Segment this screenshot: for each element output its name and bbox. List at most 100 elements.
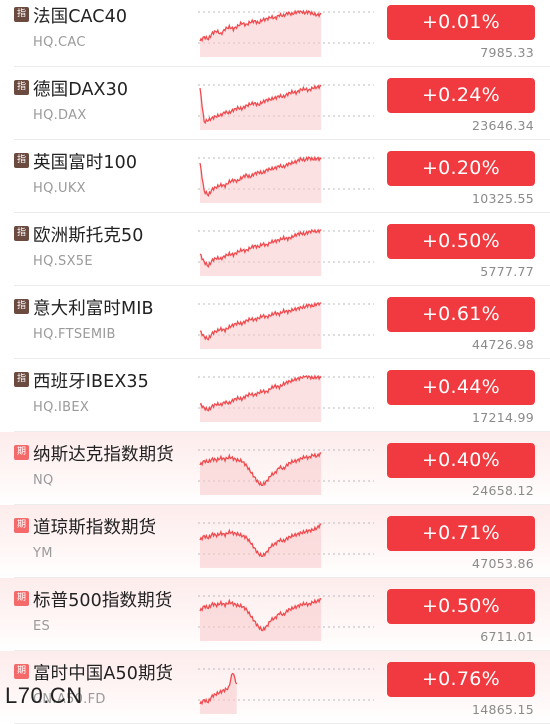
futures-badge: 期 (14, 591, 29, 606)
last-price: 10325.55 (471, 191, 534, 206)
sparkline-line (199, 84, 322, 125)
sparkline-area (200, 303, 322, 349)
sparkline-area (200, 157, 322, 203)
last-price: 24658.12 (471, 483, 534, 498)
change-percent-button[interactable]: +0.76% (387, 662, 535, 697)
quote-name: 法国CAC40 (33, 7, 128, 27)
quote-row[interactable]: 期标普500指数期货 ES +0.50% 6711.01 (0, 578, 550, 651)
last-price: 23646.34 (471, 118, 534, 133)
sparkline-chart (198, 155, 374, 203)
index-badge: 指 (14, 226, 29, 241)
sparkline-line (199, 672, 238, 706)
watermark-logo: L70.CN (5, 683, 83, 708)
quote-code: HQ.FTSEMIB (33, 327, 116, 342)
sparkline-chart (198, 374, 374, 422)
index-badge: 指 (14, 153, 29, 168)
change-percent-button[interactable]: +0.50% (387, 589, 535, 624)
row-divider (14, 358, 550, 359)
sparkline-area (200, 11, 322, 57)
last-price: 5777.77 (480, 264, 534, 279)
quote-name: 英国富时100 (33, 153, 138, 173)
row-divider (14, 285, 550, 286)
sparkline-chart (198, 228, 374, 276)
futures-badge: 期 (14, 445, 29, 460)
quote-name: 标普500指数期货 (33, 591, 173, 611)
sparkline-line (199, 597, 322, 632)
sparkline-chart (198, 668, 374, 714)
sparkline-line (199, 9, 322, 43)
change-percent-button[interactable]: +0.40% (387, 443, 535, 478)
quote-code: HQ.IBEX (33, 400, 90, 415)
sparkline-area (200, 376, 322, 422)
index-badge: 指 (14, 299, 29, 314)
quote-row[interactable]: 期纳斯达克指数期货 NQ +0.40% 24658.12 (0, 432, 550, 505)
change-percent-button[interactable]: +0.50% (387, 224, 535, 259)
sparkline-line (199, 301, 322, 341)
quote-row[interactable]: 指西班牙IBEX35 HQ.IBEX +0.44% 17214.99 (0, 359, 550, 432)
quote-code: CN.A50.FD (33, 692, 106, 707)
change-percent-button[interactable]: +0.44% (387, 370, 535, 405)
futures-badge: 期 (14, 518, 29, 533)
change-percent-button[interactable]: +0.71% (387, 516, 535, 551)
change-percent-button[interactable]: +0.01% (387, 5, 535, 40)
quote-row[interactable]: 指法国CAC40 HQ.CAC +0.01% 7985.33 (0, 0, 550, 67)
sparkline-chart (198, 522, 374, 568)
quote-name: 道琼斯指数期货 (33, 518, 157, 538)
last-price: 47053.86 (471, 556, 534, 571)
row-divider (14, 66, 550, 67)
quote-name: 富时中国A50期货 (33, 664, 174, 684)
quote-name: 意大利富时MIB (33, 299, 154, 319)
row-divider (14, 431, 550, 432)
quote-name: 西班牙IBEX35 (33, 372, 149, 392)
quote-code: HQ.SX5E (33, 254, 93, 269)
index-badge: 指 (14, 372, 29, 387)
index-badge: 指 (14, 80, 29, 95)
sparkline-area (200, 85, 322, 130)
change-percent-button[interactable]: +0.61% (387, 297, 535, 332)
row-divider (14, 212, 550, 213)
last-price: 7985.33 (480, 45, 534, 60)
quote-row[interactable]: 期富时中国A50期货 CN.A50.FD +0.76% 14865.15 (0, 651, 550, 724)
index-badge: 指 (14, 7, 29, 22)
last-price: 14865.15 (471, 702, 534, 717)
quote-row[interactable]: 指德国DAX30 HQ.DAX +0.24% 23646.34 (0, 67, 550, 140)
last-price: 17214.99 (471, 410, 534, 425)
quote-code: ES (33, 619, 51, 634)
last-price: 44726.98 (471, 337, 534, 352)
quote-row[interactable]: 指英国富时100 HQ.UKX +0.20% 10325.55 (0, 140, 550, 213)
sparkline-area (200, 230, 322, 276)
sparkline-area (200, 524, 322, 568)
row-divider (14, 504, 550, 505)
quote-row[interactable]: 指欧洲斯托克50 HQ.SX5E +0.50% 5777.77 (0, 213, 550, 286)
sparkline-area (200, 598, 322, 641)
change-percent-button[interactable]: +0.20% (387, 151, 535, 186)
sparkline-line (199, 374, 322, 412)
quote-code: HQ.UKX (33, 181, 86, 196)
change-percent-button[interactable]: +0.24% (387, 78, 535, 113)
quote-code: NQ (33, 473, 54, 488)
quote-code: HQ.CAC (33, 35, 86, 50)
quote-name: 纳斯达克指数期货 (33, 445, 174, 465)
sparkline-line (199, 452, 322, 487)
futures-badge: 期 (14, 664, 29, 679)
sparkline-chart (198, 301, 374, 349)
quote-row[interactable]: 期道琼斯指数期货 YM +0.71% 47053.86 (0, 505, 550, 578)
quote-row[interactable]: 指意大利富时MIB HQ.FTSEMIB +0.61% 44726.98 (0, 286, 550, 359)
sparkline-chart (198, 595, 374, 641)
row-divider (14, 577, 550, 578)
sparkline-chart (198, 449, 374, 495)
sparkline-chart (198, 9, 374, 57)
row-divider (14, 650, 550, 651)
quote-name: 欧洲斯托克50 (33, 226, 144, 246)
last-price: 6711.01 (480, 629, 534, 644)
sparkline-line (199, 155, 322, 197)
quote-name: 德国DAX30 (33, 80, 129, 100)
sparkline-line (199, 228, 322, 268)
row-divider (14, 139, 550, 140)
quote-code: YM (33, 546, 53, 561)
sparkline-area (200, 452, 322, 495)
quote-code: HQ.DAX (33, 108, 87, 123)
sparkline-chart (198, 84, 374, 130)
sparkline-line (199, 523, 322, 558)
